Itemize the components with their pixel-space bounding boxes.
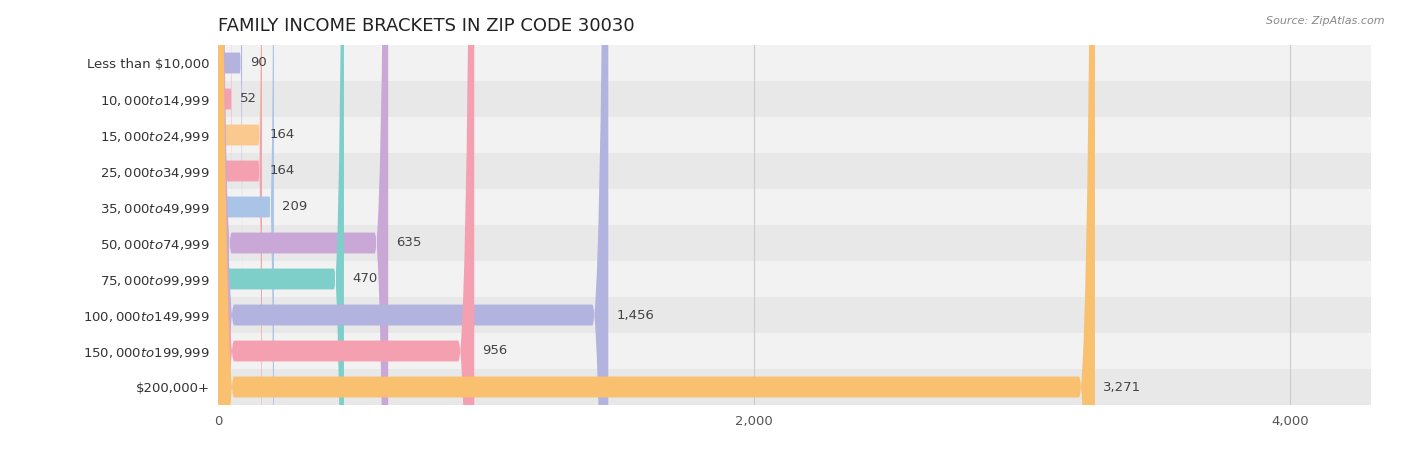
Bar: [218, 189, 1371, 225]
Text: Source: ZipAtlas.com: Source: ZipAtlas.com: [1267, 16, 1385, 26]
FancyBboxPatch shape: [218, 0, 609, 450]
Text: FAMILY INCOME BRACKETS IN ZIP CODE 30030: FAMILY INCOME BRACKETS IN ZIP CODE 30030: [218, 17, 634, 35]
Text: 956: 956: [482, 345, 508, 357]
Bar: [218, 225, 1371, 261]
Text: 635: 635: [396, 237, 422, 249]
Bar: [218, 333, 1371, 369]
Text: 470: 470: [352, 273, 377, 285]
FancyBboxPatch shape: [218, 0, 388, 450]
Text: 209: 209: [283, 201, 308, 213]
Bar: [218, 117, 1371, 153]
Text: 164: 164: [270, 165, 295, 177]
Text: 52: 52: [240, 93, 257, 105]
Text: 164: 164: [270, 129, 295, 141]
FancyBboxPatch shape: [218, 0, 262, 450]
Text: 3,271: 3,271: [1102, 381, 1142, 393]
Bar: [218, 81, 1371, 117]
FancyBboxPatch shape: [218, 0, 344, 450]
FancyBboxPatch shape: [218, 0, 242, 312]
Text: 1,456: 1,456: [616, 309, 654, 321]
FancyBboxPatch shape: [218, 0, 274, 450]
Bar: [218, 369, 1371, 405]
Bar: [218, 297, 1371, 333]
Text: 90: 90: [250, 57, 267, 69]
FancyBboxPatch shape: [218, 0, 232, 238]
FancyBboxPatch shape: [218, 0, 262, 450]
FancyBboxPatch shape: [218, 0, 1095, 450]
FancyBboxPatch shape: [218, 0, 474, 450]
Bar: [218, 45, 1371, 81]
Bar: [218, 153, 1371, 189]
Bar: [218, 261, 1371, 297]
